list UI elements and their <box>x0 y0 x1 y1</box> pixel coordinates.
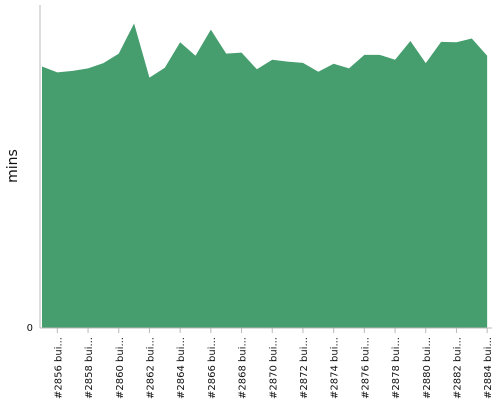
x-tick-label: #2862 bui... <box>145 337 156 399</box>
x-tick-label: #2860 bui... <box>115 337 126 399</box>
x-tick-label: #2870 bui... <box>268 337 279 399</box>
y-axis-title: mins <box>5 149 21 183</box>
x-tick-label: #2878 bui... <box>391 337 402 399</box>
x-tick-label: #2872 bui... <box>299 337 310 399</box>
x-tick-label: #2856 bui... <box>53 337 64 399</box>
x-tick-label: #2864 bui... <box>176 337 187 399</box>
x-tick-label: #2866 bui... <box>207 337 218 399</box>
x-axis-ticks: #2856 bui... #2858 bui... #2860 bui... #286… <box>53 328 494 399</box>
x-tick-label: #2876 bui... <box>360 337 371 399</box>
x-tick-label: #2884 bui... <box>483 337 494 399</box>
y-tick-label-zero: 0 <box>27 323 33 334</box>
x-tick-label: #2868 bui... <box>238 337 249 399</box>
x-tick-label: #2874 bui... <box>330 337 341 399</box>
x-tick-label: #2882 bui... <box>452 337 463 399</box>
area-series <box>42 23 488 329</box>
area-fill <box>42 23 488 329</box>
x-tick-label: #2880 bui... <box>422 337 433 399</box>
x-tick-label: #2858 bui... <box>84 337 95 399</box>
